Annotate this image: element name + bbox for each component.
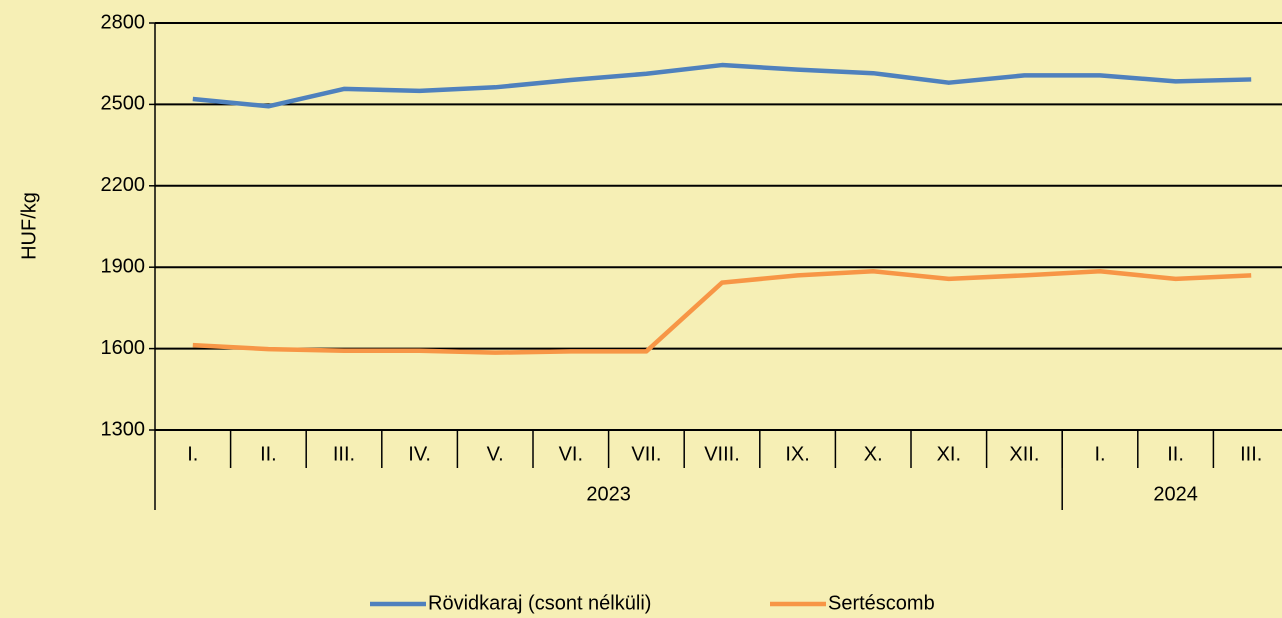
x-tick-label: IX.: [785, 443, 809, 465]
x-tick-label: VIII.: [704, 443, 740, 465]
x-tick-label: V.: [487, 443, 504, 465]
line-series: [192, 62, 1252, 109]
y-tick-label: 1900: [101, 255, 146, 277]
x-tick-label: IV.: [408, 443, 431, 465]
y-tick-label: 2500: [101, 93, 146, 115]
y-axis-label: HUF/kg: [18, 192, 40, 260]
x-tick-label: VI.: [559, 443, 583, 465]
y-tick-label: 2200: [101, 174, 146, 196]
legend-label: Rövidkaraj (csont nélküli): [428, 592, 651, 614]
x-tick-label: VII.: [631, 443, 661, 465]
group-label: 2024: [1153, 483, 1198, 505]
y-tick-label: 1600: [101, 337, 146, 359]
x-tick-label: I.: [187, 443, 198, 465]
x-tick-label: II.: [1167, 443, 1184, 465]
x-tick-label: X.: [864, 443, 883, 465]
group-label: 2023: [586, 483, 631, 505]
y-tick-label: 1300: [101, 418, 146, 440]
x-tick-label: I.: [1094, 443, 1105, 465]
y-tick-label: 2800: [101, 11, 146, 33]
x-tick-label: XII.: [1009, 443, 1039, 465]
x-tick-label: III.: [333, 443, 355, 465]
x-tick-label: II.: [260, 443, 277, 465]
line-series: [192, 269, 1252, 355]
x-tick-label: III.: [1240, 443, 1262, 465]
legend-label: Sertéscomb: [828, 592, 935, 614]
x-tick-label: XI.: [937, 443, 961, 465]
